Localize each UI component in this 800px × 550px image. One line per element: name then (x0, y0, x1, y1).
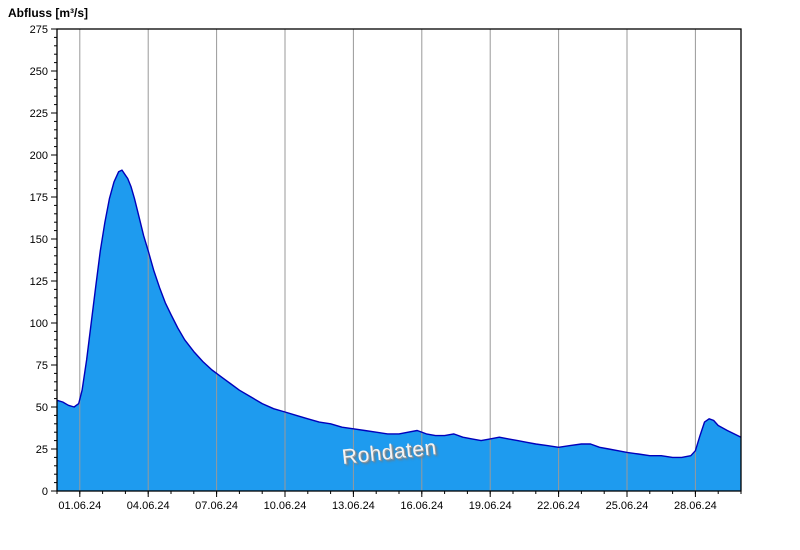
svg-text:75: 75 (36, 360, 48, 372)
y-axis-labels: 0 25 50 75 100 125 150 175 200 225 250 275 (30, 24, 48, 498)
svg-text:19.06.24: 19.06.24 (469, 500, 512, 512)
svg-text:04.06.24: 04.06.24 (127, 500, 170, 512)
svg-text:100: 100 (30, 318, 48, 330)
svg-text:150: 150 (30, 234, 48, 246)
series-line (56, 169, 742, 459)
svg-text:25: 25 (36, 444, 48, 456)
svg-text:125: 125 (30, 276, 48, 288)
axis-ticks (51, 28, 742, 497)
x-gridlines (79, 29, 696, 491)
svg-text:13.06.24: 13.06.24 (332, 500, 375, 512)
svg-text:50: 50 (36, 402, 48, 414)
svg-text:0: 0 (42, 486, 48, 498)
area-fill (57, 170, 741, 491)
svg-text:16.06.24: 16.06.24 (400, 500, 443, 512)
svg-text:25.06.24: 25.06.24 (606, 500, 649, 512)
x-axis-labels: 01.06.24 04.06.24 07.06.24 10.06.24 13.06.24… (58, 500, 716, 512)
svg-text:01.06.24: 01.06.24 (58, 500, 101, 512)
svg-text:225: 225 (30, 108, 48, 120)
svg-text:10.06.24: 10.06.24 (264, 500, 307, 512)
svg-text:250: 250 (30, 66, 48, 78)
svg-text:175: 175 (30, 192, 48, 204)
svg-text:200: 200 (30, 150, 48, 162)
svg-text:275: 275 (30, 24, 48, 36)
svg-text:28.06.24: 28.06.24 (674, 500, 717, 512)
svg-text:22.06.24: 22.06.24 (537, 500, 580, 512)
chart-title: Abfluss [m³/s] (8, 6, 89, 20)
svg-text:07.06.24: 07.06.24 (195, 500, 238, 512)
